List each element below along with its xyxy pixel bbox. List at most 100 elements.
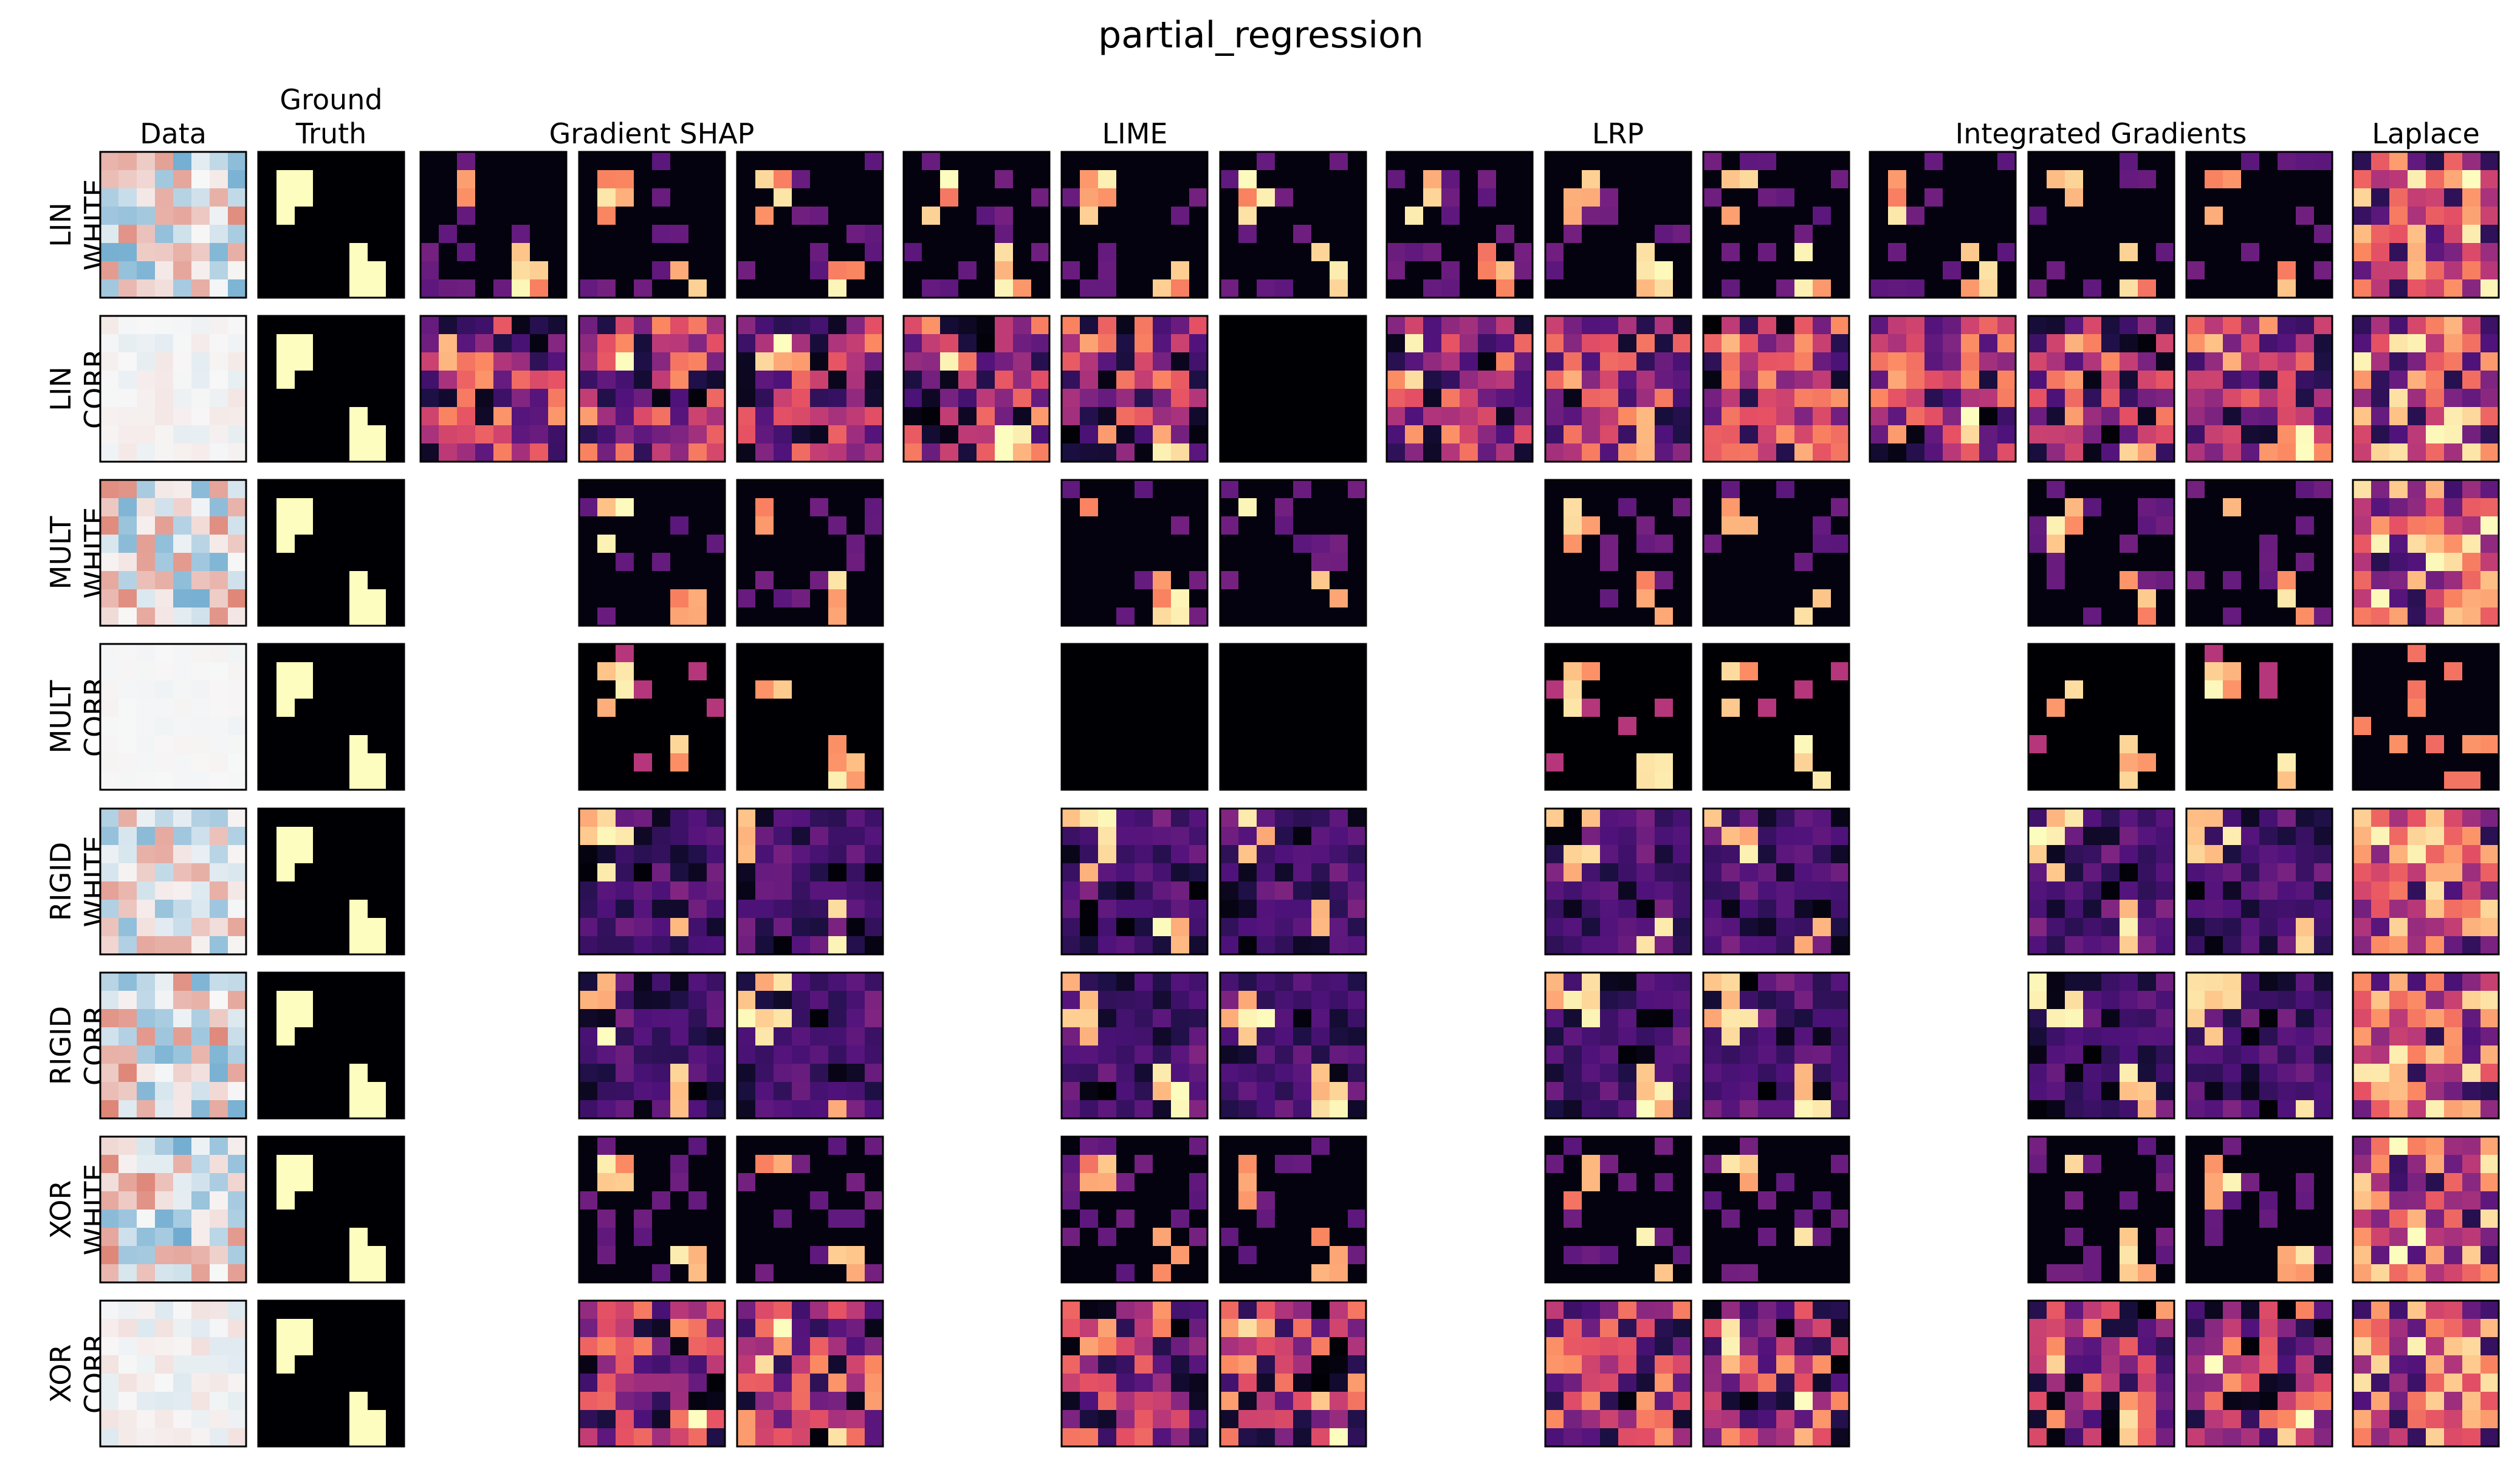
heatmap-cell (2047, 717, 2065, 736)
heatmap-cell (597, 389, 616, 408)
heatmap-cell (2462, 425, 2481, 444)
heatmap-cell (2278, 900, 2296, 919)
heatmap-cell (922, 334, 941, 353)
heatmap-cell (258, 753, 277, 772)
heatmap-cell (1116, 571, 1135, 590)
heatmap-cell (579, 389, 598, 408)
heatmap-cell (439, 152, 458, 171)
heatmap-cell (2259, 863, 2278, 882)
attribution-panel (736, 807, 884, 956)
heatmap-cell (1348, 863, 1367, 882)
heatmap-cell (670, 553, 689, 572)
heatmap-cell (1080, 553, 1099, 572)
heatmap-cell (2278, 243, 2296, 262)
heatmap-cell (155, 316, 174, 335)
heatmap-cell (1740, 827, 1759, 846)
heatmap-cell (2028, 644, 2047, 663)
heatmap-cell (2314, 1027, 2333, 1046)
heatmap-cell (2065, 1027, 2084, 1046)
heatmap-cell (1062, 735, 1080, 754)
heatmap-cell (118, 443, 137, 462)
heatmap-cell (1545, 1100, 1564, 1119)
heatmap-cell (2259, 535, 2278, 553)
heatmap-cell (1171, 371, 1190, 389)
heatmap-cell (386, 881, 405, 900)
heatmap-cell (2083, 827, 2102, 846)
heatmap-cell (670, 352, 689, 371)
heatmap-cell (2047, 973, 2065, 991)
heatmap-cell (100, 662, 119, 681)
heatmap-cell (1330, 717, 1348, 736)
heatmap-cell (755, 717, 774, 736)
heatmap-cell (349, 589, 368, 608)
heatmap-cell (1776, 1082, 1795, 1101)
heatmap-cell (1220, 1100, 1239, 1119)
heatmap-cell (2223, 571, 2242, 590)
heatmap-cell (1545, 1082, 1564, 1101)
heatmap-cell (1722, 443, 1740, 462)
heatmap-cell (2371, 188, 2390, 207)
heatmap-cell (2186, 680, 2205, 699)
heatmap-cell (810, 1082, 829, 1101)
heatmap-cell (810, 480, 829, 499)
heatmap-cell (1924, 334, 1943, 353)
heatmap-cell (258, 1100, 277, 1119)
heatmap-cell (1013, 352, 1032, 371)
heatmap-cell (707, 498, 726, 517)
heatmap-cell (846, 389, 865, 408)
heatmap-cell (228, 973, 247, 991)
heatmap-cell (100, 152, 119, 171)
heatmap-cell (276, 699, 295, 717)
heatmap-cell (616, 170, 634, 189)
heatmap-cell (1722, 571, 1740, 590)
heatmap-cell (2259, 1046, 2278, 1064)
heatmap-cell (2223, 845, 2242, 864)
heatmap-cell (1348, 1027, 1367, 1046)
heatmap-cell (295, 480, 314, 499)
heatmap-cell (1257, 1027, 1275, 1046)
heatmap-cell (616, 973, 634, 991)
heatmap-cell (1098, 243, 1117, 262)
heatmap-cell (1776, 498, 1795, 517)
heatmap-cell (1135, 918, 1153, 937)
heatmap-cell (1135, 717, 1153, 736)
heatmap-cell (2083, 371, 2102, 389)
heatmap-cell (1275, 845, 1294, 864)
heatmap-cell (2101, 772, 2120, 790)
heatmap-cell (1636, 1009, 1655, 1028)
heatmap-cell (634, 443, 653, 462)
heatmap-cell (2408, 207, 2426, 225)
heatmap-cell (1116, 1082, 1135, 1101)
heatmap-cell (2371, 480, 2390, 499)
heatmap-cell (2138, 827, 2157, 846)
heatmap-cell (579, 863, 598, 882)
heatmap-cell (2101, 699, 2120, 717)
heatmap-cell (2353, 334, 2372, 353)
heatmap-cell (828, 243, 847, 262)
heatmap-cell (1275, 225, 1294, 244)
heatmap-cell (2120, 535, 2138, 553)
heatmap-cell (1545, 900, 1564, 919)
heatmap-cell (191, 334, 210, 353)
heatmap-cell (865, 425, 884, 444)
heatmap-cell (228, 936, 247, 955)
heatmap-cell (1275, 207, 1294, 225)
heatmap-cell (2120, 389, 2138, 408)
heatmap-cell (1080, 991, 1099, 1010)
heatmap-cell (258, 152, 277, 171)
heatmap-cell (755, 352, 774, 371)
heatmap-cell (1275, 371, 1294, 389)
attribution-panel (1060, 315, 1209, 463)
heatmap-cell (1275, 188, 1294, 207)
heatmap-cell (137, 735, 156, 754)
heatmap-cell (792, 1082, 811, 1101)
heatmap-cell (616, 443, 634, 462)
attribution-panel (2027, 807, 2175, 956)
heatmap-cell (210, 1046, 228, 1064)
heatmap-cell (118, 1027, 137, 1046)
heatmap-cell (1098, 845, 1117, 864)
heatmap-cell (210, 1155, 228, 1174)
heatmap-cell (810, 809, 829, 827)
heatmap-cell (493, 371, 512, 389)
heatmap-cell (1275, 936, 1294, 955)
